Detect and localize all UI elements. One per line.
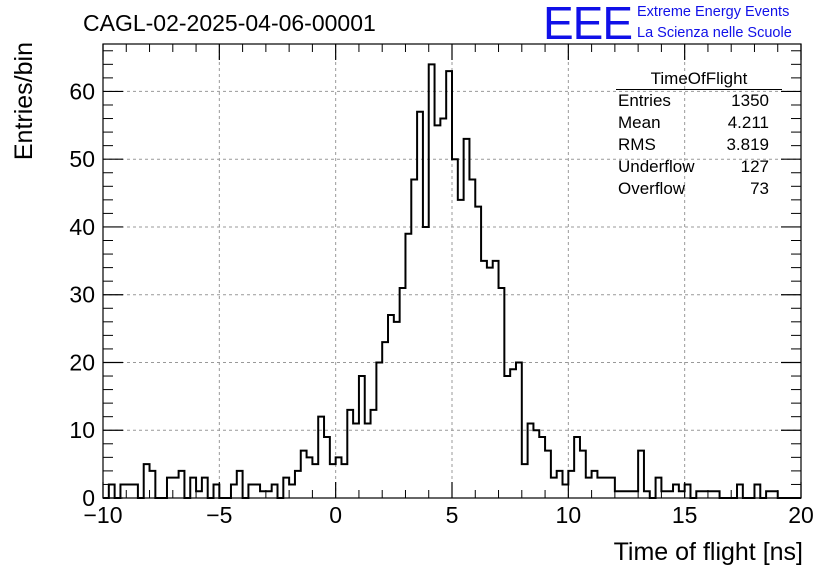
stats-label: Underflow	[618, 157, 695, 176]
y-tick-label: 50	[69, 146, 95, 172]
y-tick-label: 40	[69, 214, 95, 240]
plot-frame	[102, 43, 802, 499]
eee-logo: EEE	[543, 0, 633, 49]
logo-tagline-1: Extreme Energy Events	[637, 4, 790, 20]
stats-row-mean: Mean 4.211	[611, 112, 777, 134]
stats-title: TimeOfFlight	[616, 68, 782, 90]
x-tick-label: 5	[446, 502, 459, 528]
y-tick-label: 60	[69, 78, 95, 104]
y-tick-label: 30	[69, 282, 95, 308]
stats-box: TimeOfFlight Entries 1350 Mean 4.211 RMS…	[611, 68, 782, 200]
stats-row-entries: Entries 1350	[611, 90, 777, 112]
label-layer: −10 −5 0 5 10 15 20 0 10 20 30 40 50 60	[69, 78, 813, 528]
stats-value: 3.819	[726, 135, 769, 154]
stats-value: 73	[750, 179, 769, 198]
stats-value: 4.211	[727, 113, 769, 132]
x-tick-label: 15	[672, 502, 698, 528]
stats-label: Entries	[618, 91, 671, 110]
y-axis-label: Entries/bin	[10, 42, 38, 160]
x-tick-label: −10	[83, 502, 122, 528]
x-tick-label: 20	[788, 502, 814, 528]
x-tick-label: 10	[556, 502, 582, 528]
logo-tagline-2: La Scienza nelle Scuole	[637, 25, 792, 41]
x-tick-label: −5	[206, 502, 232, 528]
stats-label: Mean	[618, 113, 661, 132]
x-tick-label: 0	[329, 502, 342, 528]
y-tick-label: 10	[69, 417, 95, 443]
stats-label: RMS	[618, 135, 656, 154]
page-title: CAGL-02-2025-04-06-00001	[83, 10, 376, 36]
y-tick-label: 20	[69, 349, 95, 375]
stats-value: 127	[740, 157, 769, 176]
y-tick-label: 0	[82, 485, 95, 511]
stats-label: Overflow	[618, 179, 686, 198]
stats-value: 1350	[731, 91, 769, 110]
tick-layer	[102, 44, 802, 499]
stats-row-overflow: Overflow 73	[611, 178, 777, 200]
x-axis-label: Time of flight [ns]	[614, 538, 803, 566]
stats-row-rms: RMS 3.819	[611, 134, 777, 156]
stats-row-underflow: Underflow 127	[611, 156, 777, 178]
